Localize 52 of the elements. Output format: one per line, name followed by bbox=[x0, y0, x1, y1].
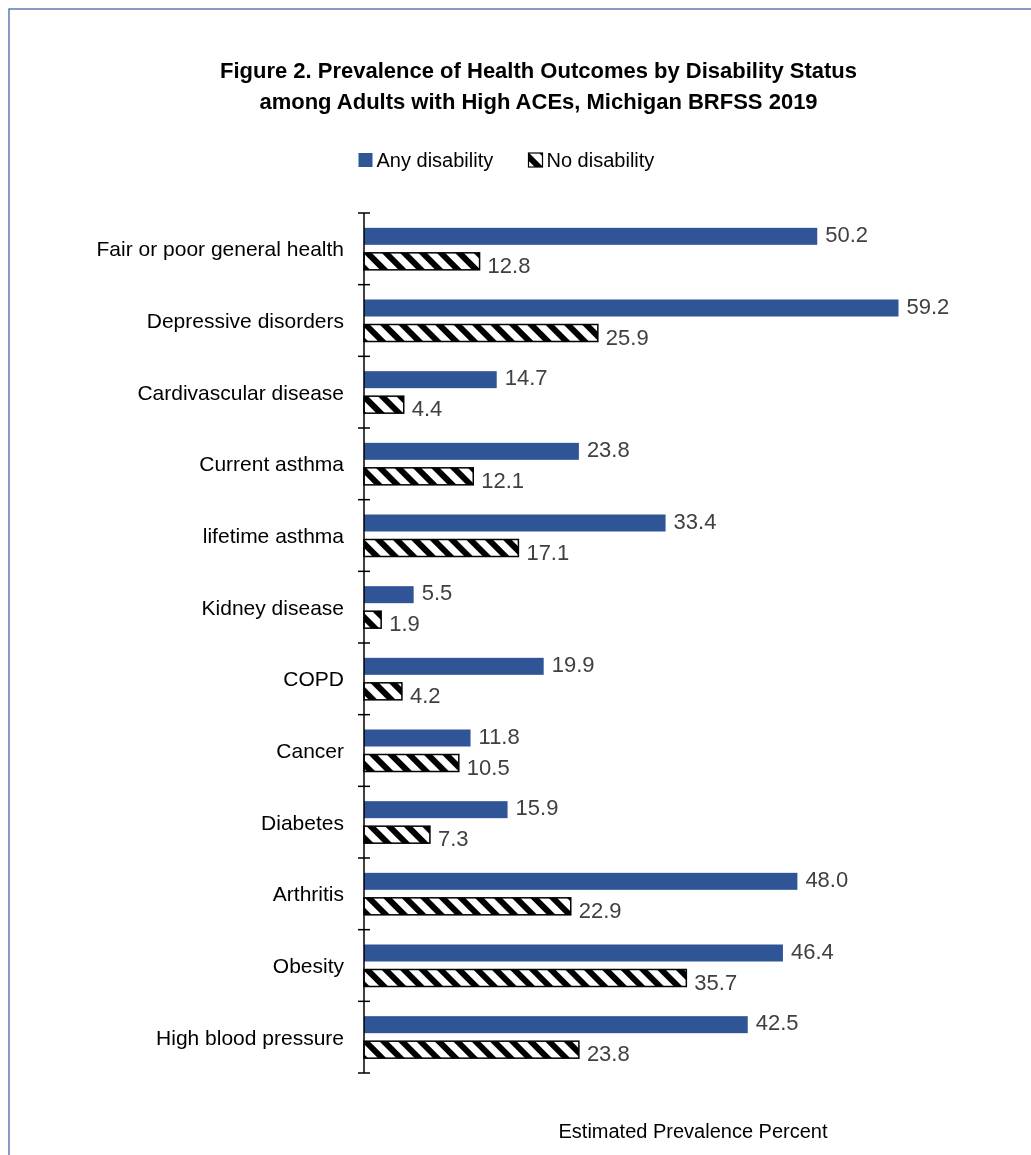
data-label: 59.2 bbox=[906, 293, 950, 319]
data-label: 23.8 bbox=[586, 1041, 630, 1067]
bar bbox=[364, 872, 798, 890]
data-label: 19.9 bbox=[551, 652, 595, 678]
data-label: 33.4 bbox=[673, 508, 717, 534]
data-label: 4.4 bbox=[411, 396, 443, 422]
data-label: 1.9 bbox=[389, 611, 420, 637]
data-label: 22.9 bbox=[578, 898, 622, 924]
y-tick-label: Diabetes bbox=[261, 810, 344, 834]
bar bbox=[364, 1016, 748, 1034]
data-label: 42.5 bbox=[755, 1010, 799, 1036]
bar bbox=[364, 586, 414, 604]
y-tick-label: lifetime asthma bbox=[202, 523, 345, 547]
y-tick-label: Cancer bbox=[276, 738, 344, 762]
data-label: 35.7 bbox=[694, 969, 738, 995]
data-label: 23.8 bbox=[586, 437, 630, 463]
bar bbox=[364, 442, 579, 460]
bar bbox=[364, 514, 666, 532]
bar bbox=[364, 944, 783, 962]
bar bbox=[364, 657, 544, 675]
bar bbox=[364, 371, 497, 389]
data-label: 46.4 bbox=[790, 938, 834, 964]
y-tick-label: Cardivascular disease bbox=[137, 380, 344, 404]
y-tick-label: High blood pressure bbox=[156, 1025, 344, 1049]
bar bbox=[364, 729, 471, 747]
y-tick-label: COPD bbox=[283, 667, 344, 691]
data-label: 50.2 bbox=[825, 222, 869, 248]
y-tick-label: Current asthma bbox=[199, 452, 345, 476]
data-label: 12.8 bbox=[487, 253, 531, 279]
y-tick-label: Obesity bbox=[272, 953, 345, 977]
data-label: 14.7 bbox=[504, 365, 548, 391]
data-label: 12.1 bbox=[481, 468, 525, 494]
legend-label: Any disability bbox=[376, 149, 494, 171]
y-tick-label: Fair or poor general health bbox=[96, 237, 344, 261]
y-tick-label: Kidney disease bbox=[201, 595, 344, 619]
data-label: 25.9 bbox=[605, 324, 649, 350]
data-label: 7.3 bbox=[437, 826, 469, 852]
y-tick-label: Depressive disorders bbox=[146, 308, 344, 332]
data-label: 15.9 bbox=[515, 795, 559, 821]
bar bbox=[364, 227, 818, 245]
x-axis-title: Estimated Prevalence Percent bbox=[558, 1120, 828, 1142]
y-tick-label: Arthritis bbox=[272, 882, 344, 906]
data-label: 4.2 bbox=[409, 683, 441, 709]
chart-title: Figure 2. Prevalence of Health Outcomes by Disability Status among Adults with High ACEs, Michigan BRFSS 2019 bbox=[220, 58, 857, 114]
data-label: 5.5 bbox=[421, 580, 453, 606]
data-label: 10.5 bbox=[466, 754, 510, 780]
data-label: 17.1 bbox=[526, 539, 570, 565]
data-label: 11.8 bbox=[478, 723, 520, 749]
bar bbox=[364, 801, 508, 819]
bar bbox=[364, 299, 899, 317]
data-label: 48.0 bbox=[805, 867, 849, 893]
legend-label: No disability bbox=[546, 149, 655, 171]
